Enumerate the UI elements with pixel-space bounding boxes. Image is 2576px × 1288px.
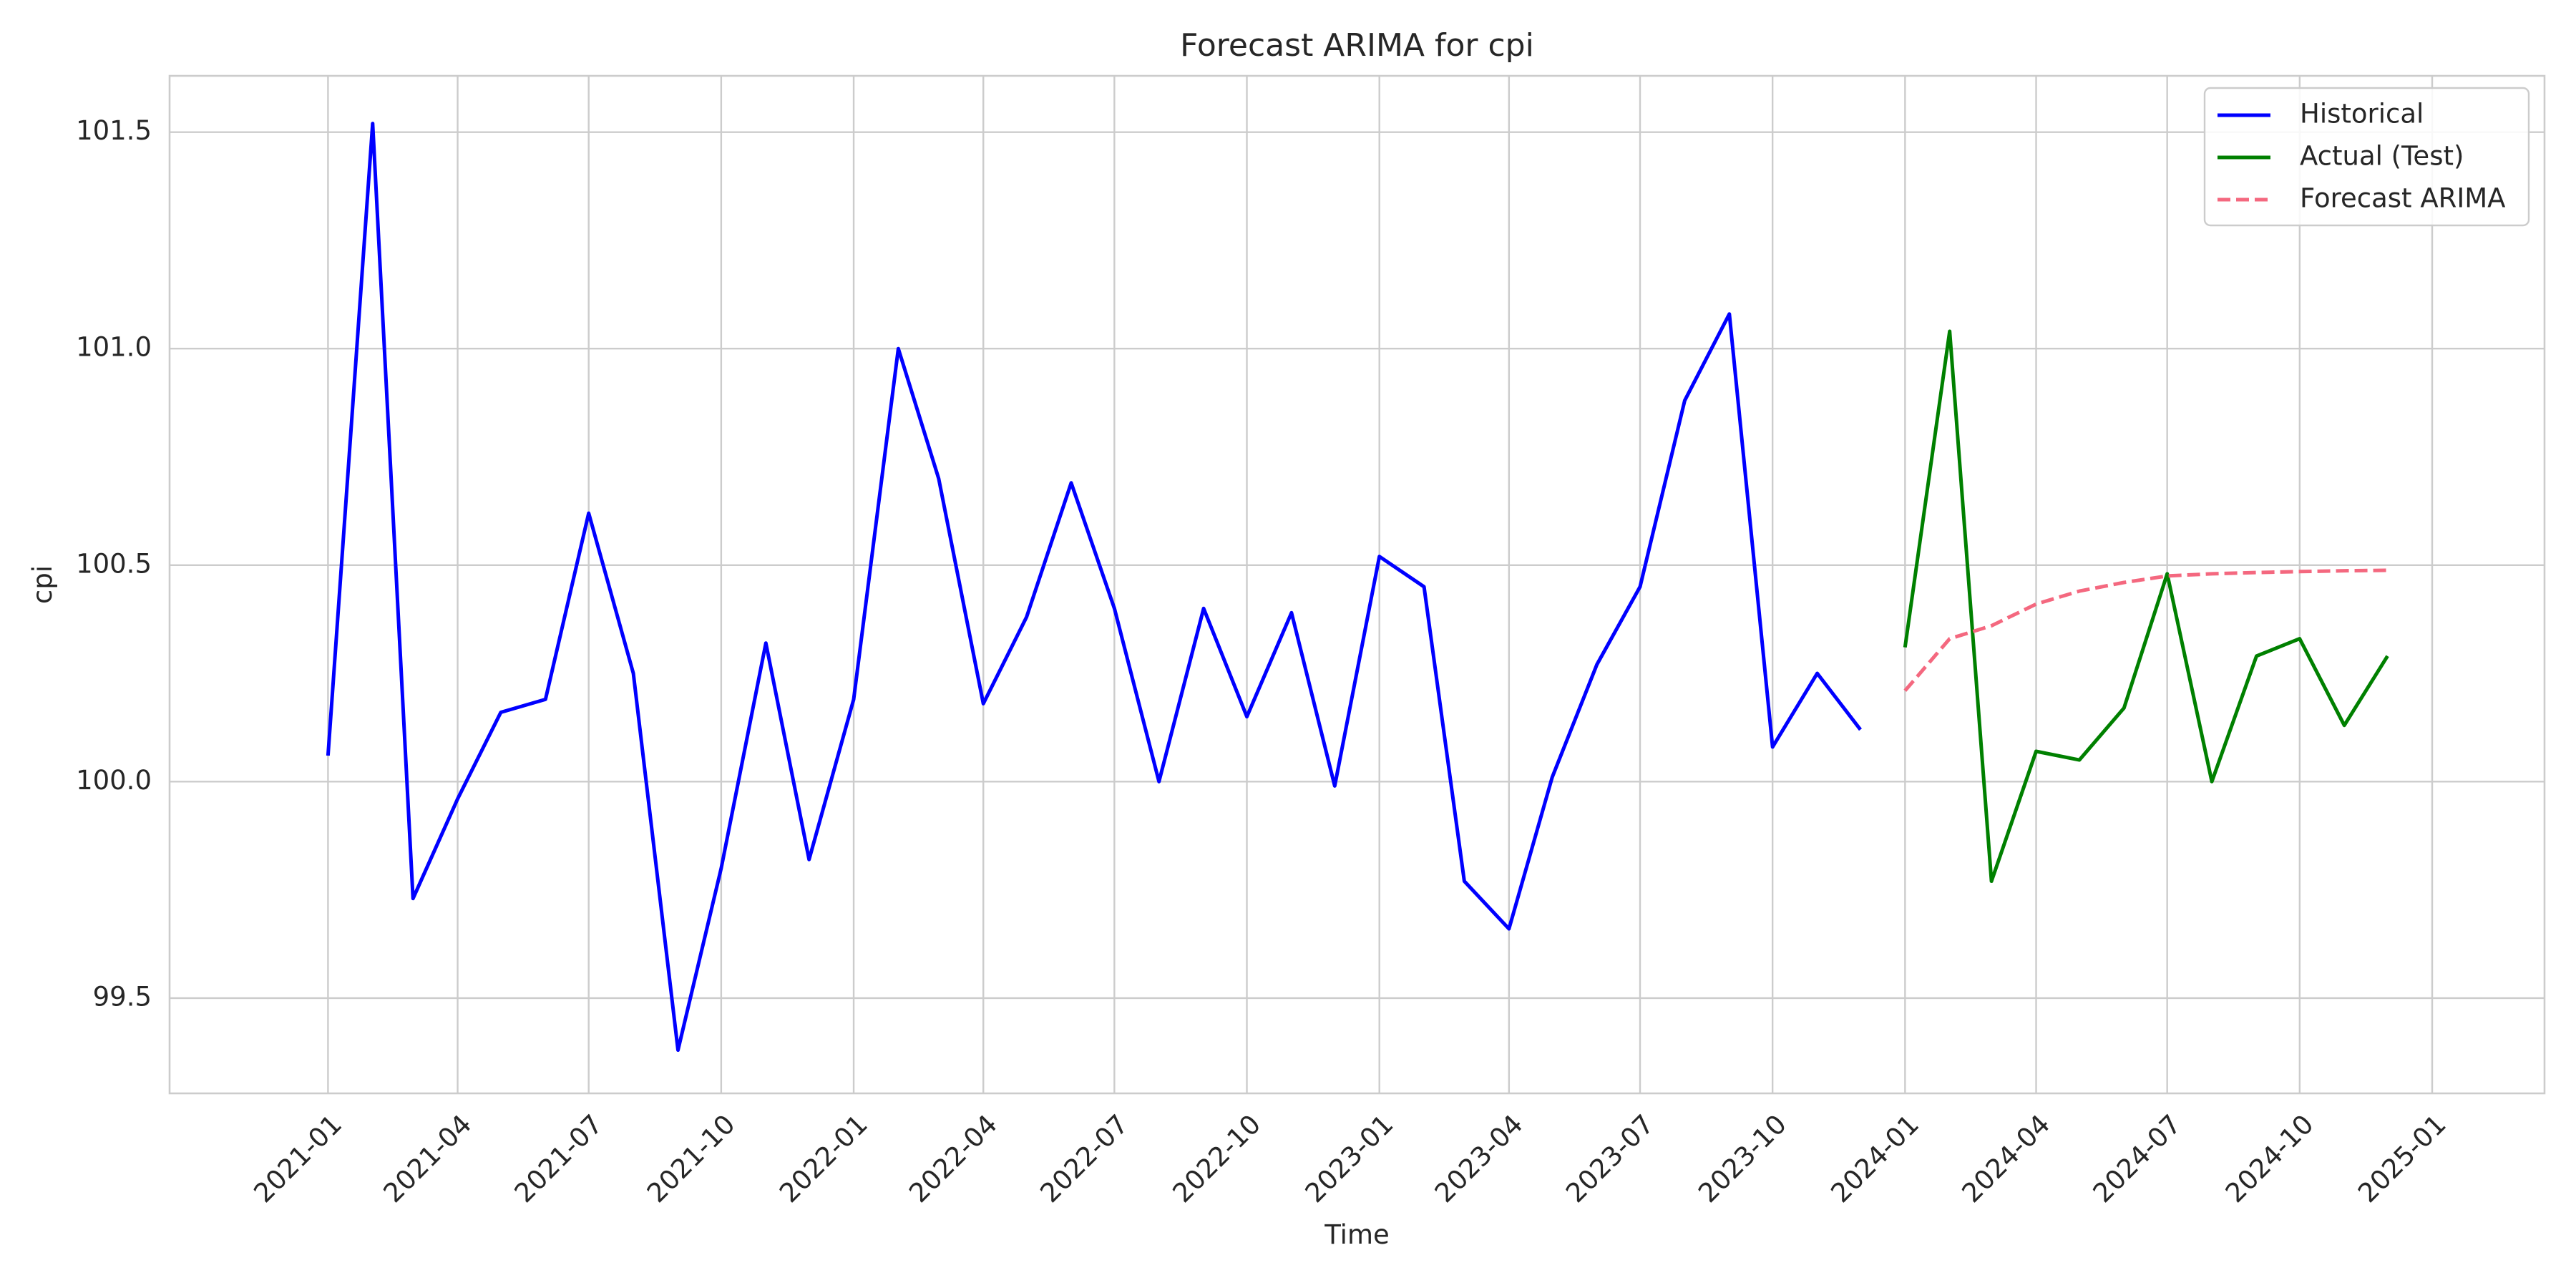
y-tick-label: 101.5 xyxy=(76,115,152,146)
series-line-historical xyxy=(326,122,1862,1052)
y-tick-label: 100.0 xyxy=(76,765,152,796)
series-line-forecast-arima xyxy=(1903,568,2388,692)
legend-label: Historical xyxy=(2300,99,2424,130)
legend-label: Forecast ARIMA xyxy=(2300,183,2506,214)
series-layer xyxy=(326,122,2389,1052)
legend-frame xyxy=(2203,87,2530,227)
chart-title: Forecast ARIMA for cpi xyxy=(1180,27,1534,64)
legend: Historical Actual (Test) Forecast ARIMA xyxy=(2203,87,2530,227)
grid-layer xyxy=(170,76,2545,1093)
y-axis-label: cpi xyxy=(27,565,58,604)
y-tick-label: 101.0 xyxy=(76,332,152,363)
legend-label: Actual (Test) xyxy=(2300,141,2464,172)
series-line-actual-test xyxy=(1903,329,2389,883)
y-tick-label: 100.5 xyxy=(76,548,152,579)
x-axis-label: Time xyxy=(1324,1219,1390,1250)
y-tick-label: 99.5 xyxy=(93,981,152,1012)
plot-frame xyxy=(168,74,2546,1095)
